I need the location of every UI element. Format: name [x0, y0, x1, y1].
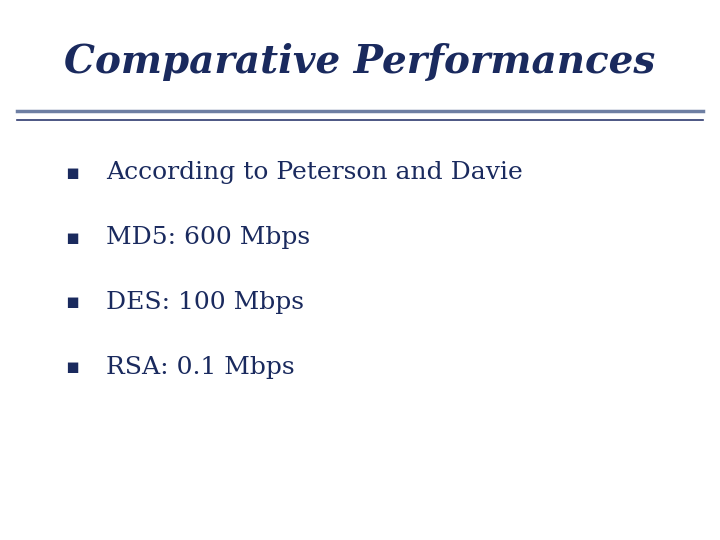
Text: According to Peterson and Davie: According to Peterson and Davie: [106, 161, 523, 184]
Text: RSA: 0.1 Mbps: RSA: 0.1 Mbps: [106, 356, 294, 379]
Text: Comparative Performances: Comparative Performances: [64, 43, 656, 81]
Text: ▪: ▪: [65, 292, 78, 313]
Text: MD5: 600 Mbps: MD5: 600 Mbps: [106, 226, 310, 249]
Text: ▪: ▪: [65, 227, 78, 248]
Text: DES: 100 Mbps: DES: 100 Mbps: [106, 291, 304, 314]
Text: ▪: ▪: [65, 357, 78, 377]
Text: ▪: ▪: [65, 163, 78, 183]
